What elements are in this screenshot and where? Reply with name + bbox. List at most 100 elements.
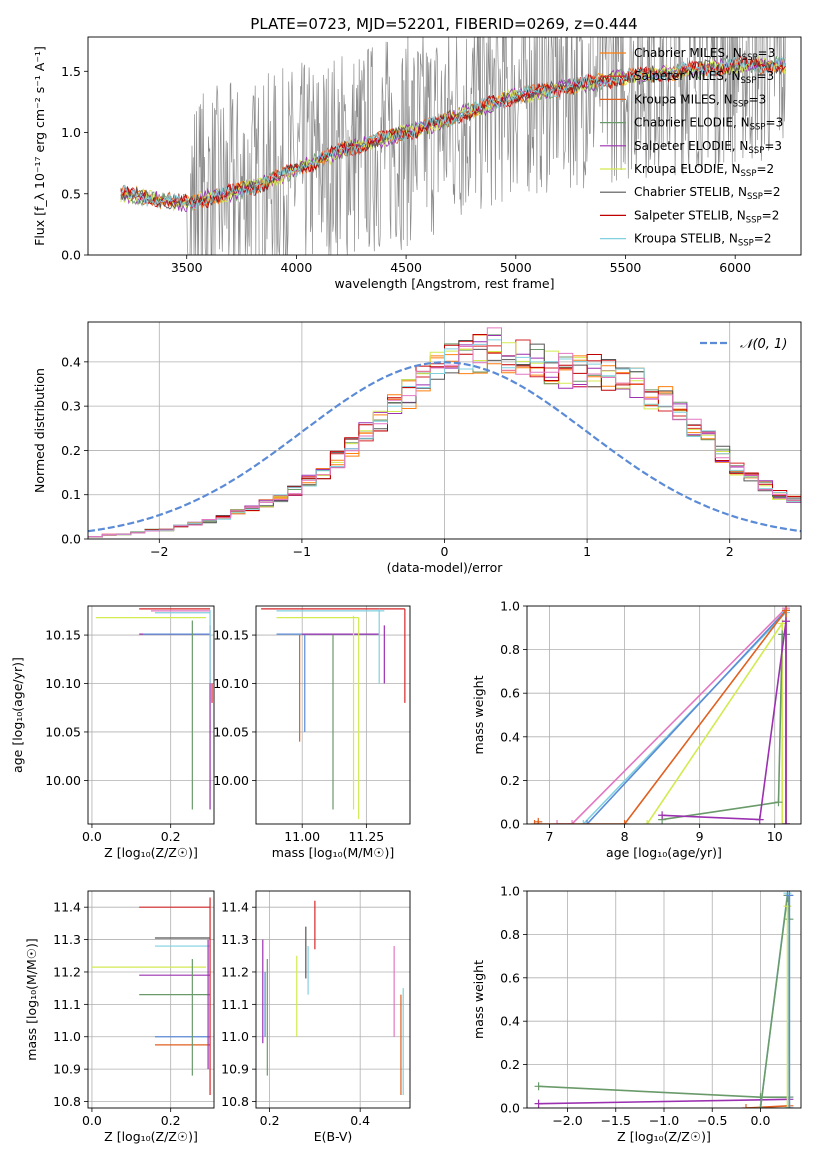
y-tick-label: 1.0 bbox=[500, 599, 520, 614]
plot-area bbox=[256, 891, 410, 1108]
plot-area bbox=[88, 322, 801, 539]
y-tick-label: 10.05 bbox=[213, 724, 249, 739]
x-tick-label: 0.0 bbox=[751, 1113, 771, 1128]
y-tick-label: 0.6 bbox=[500, 686, 520, 701]
legend-entry: Kroupa STELIB, NSSP=2 bbox=[634, 232, 772, 249]
mass-weight-marker bbox=[643, 820, 652, 824]
y-tick-label: 10.8 bbox=[53, 1094, 81, 1109]
y-tick-label: 0.3 bbox=[61, 399, 81, 414]
x-tick-label: 11.00 bbox=[284, 829, 320, 844]
y-tick-label: 1.0 bbox=[61, 125, 81, 140]
plot-area bbox=[120, 37, 787, 255]
y-tick-label: 10.00 bbox=[213, 773, 249, 788]
y-tick-label: 0.2 bbox=[500, 773, 520, 788]
y-tick-label: 0.0 bbox=[61, 248, 81, 263]
x-tick-label: 5500 bbox=[610, 260, 642, 275]
y-tick-label: 0.8 bbox=[500, 927, 520, 942]
legend-value: =2 bbox=[754, 232, 772, 246]
residual-histogram bbox=[88, 327, 801, 538]
plot-area bbox=[88, 606, 214, 824]
legend-subscript: SSP bbox=[741, 76, 757, 86]
x-tick-label: −2 bbox=[150, 544, 168, 559]
y-tick-label: 0.0 bbox=[500, 1101, 520, 1116]
mass-weight-marker bbox=[756, 1104, 765, 1108]
mass-weight-marker bbox=[778, 820, 787, 824]
legend-value: =3 bbox=[758, 46, 776, 60]
mass-weight-line bbox=[646, 620, 784, 824]
mass-weight-line bbox=[534, 608, 787, 824]
mass-weight-line bbox=[538, 1098, 790, 1105]
y-tick-label: 10.8 bbox=[221, 1094, 249, 1109]
model-spectrum-line bbox=[120, 58, 787, 212]
age-vs-metallicity-panel: 0.0 0.2 10.00 10.05 10.10 10.15 Z [log₁₀(Z/Z☉)… bbox=[10, 605, 215, 860]
x-tick-label: −1 bbox=[293, 544, 311, 559]
y-tick-label: 0.8 bbox=[500, 642, 520, 657]
mass-weight-marker bbox=[774, 798, 783, 807]
x-tick-label: 0.2 bbox=[161, 829, 181, 844]
legend-entry: Chabrier ELODIE, NSSP=3 bbox=[634, 116, 783, 133]
mass-weight-marker bbox=[755, 815, 764, 824]
legend-entry: Salpeter MILES, NSSP=3 bbox=[634, 69, 774, 86]
y-axis-label: mass weight bbox=[471, 960, 486, 1039]
mass-weight-marker bbox=[781, 820, 790, 824]
y-axis-label: mass [log₁₀(M/M☉)] bbox=[24, 938, 39, 1060]
mass-weight-marker bbox=[785, 891, 794, 900]
residual-histogram-panel: −2 −1 0 1 2 0.0 0.1 0.2 0.3 0.4 (data-model)/error… bbox=[32, 321, 802, 575]
mass-vs-metallicity-panel: 0.0 0.2 10.8 10.9 11.0 11.1 11.2 11.3 11.4 Z [log… bbox=[24, 890, 215, 1144]
legend-subscript: SSP bbox=[741, 169, 757, 179]
y-tick-label: 0.2 bbox=[500, 1057, 520, 1072]
age-vs-mass-panel: 11.00 11.25 10.00 10.05 10.10 10.15 mass [log₁… bbox=[213, 605, 411, 860]
y-tick-label: 11.0 bbox=[53, 1029, 81, 1044]
legend-subscript: SSP bbox=[742, 53, 758, 63]
x-tick-label: 0.0 bbox=[82, 1113, 102, 1128]
x-tick-label: 0.2 bbox=[161, 1113, 181, 1128]
mass-weight-marker bbox=[783, 1104, 792, 1108]
mass-vs-extinction-panel: 0.2 0.4 10.8 10.9 11.0 11.1 11.2 11.3 11.4 E(B-V) bbox=[221, 890, 411, 1144]
x-tick-label: −1.0 bbox=[649, 1113, 679, 1128]
y-tick-label: 0.0 bbox=[61, 532, 81, 547]
y-tick-label: 10.10 bbox=[213, 676, 249, 691]
mass-weight-marker bbox=[579, 820, 588, 824]
legend-value: =2 bbox=[762, 208, 780, 222]
x-axis-label: E(B-V) bbox=[314, 1129, 353, 1144]
mass-weight-line bbox=[586, 609, 787, 824]
plot-area bbox=[88, 891, 214, 1108]
mass-weight-line bbox=[759, 895, 791, 1108]
legend-value: =3 bbox=[749, 92, 767, 106]
plot-area bbox=[527, 891, 801, 1108]
mass-weight-marker bbox=[783, 902, 792, 911]
mass-weight-marker bbox=[781, 617, 790, 626]
x-tick-label: 0.2 bbox=[260, 1113, 280, 1128]
x-tick-label: 0.4 bbox=[350, 1113, 370, 1128]
y-tick-label: 0.2 bbox=[61, 443, 81, 458]
y-tick-label: 1.5 bbox=[61, 64, 81, 79]
legend-entry: Chabrier STELIB, NSSP=2 bbox=[634, 185, 781, 202]
data-spectrum-line bbox=[120, 37, 786, 255]
y-tick-label: 0.6 bbox=[500, 970, 520, 985]
axes-frame bbox=[87, 605, 215, 825]
x-tick-label: 0.0 bbox=[82, 829, 102, 844]
mass-weight-marker bbox=[583, 820, 592, 824]
axes-frame bbox=[255, 605, 411, 825]
x-tick-label: 3500 bbox=[171, 260, 203, 275]
axes-frame bbox=[526, 890, 802, 1109]
x-axis-label: Z [log₁₀(Z/Z☉)] bbox=[104, 845, 198, 860]
axes-frame bbox=[87, 36, 802, 256]
y-tick-label: 0.0 bbox=[500, 817, 520, 832]
legend-value: =2 bbox=[763, 185, 781, 199]
mass-weight-marker bbox=[534, 820, 543, 824]
legend-subscript: SSP bbox=[746, 215, 762, 225]
axes-frame bbox=[526, 605, 802, 825]
mass-weight-marker bbox=[534, 1099, 543, 1108]
x-tick-label: −2.0 bbox=[552, 1113, 582, 1128]
y-tick-label: 10.10 bbox=[45, 676, 81, 691]
legend-subscript: SSP bbox=[748, 146, 764, 156]
mass-weight-marker bbox=[781, 606, 790, 615]
axes-frame bbox=[87, 321, 802, 540]
mass-weight-marker bbox=[534, 1082, 543, 1091]
y-tick-label: 0.4 bbox=[500, 729, 520, 744]
y-tick-label: 10.05 bbox=[45, 724, 81, 739]
x-tick-label: −0.5 bbox=[697, 1113, 727, 1128]
legend-subscript: SSP bbox=[750, 123, 766, 133]
